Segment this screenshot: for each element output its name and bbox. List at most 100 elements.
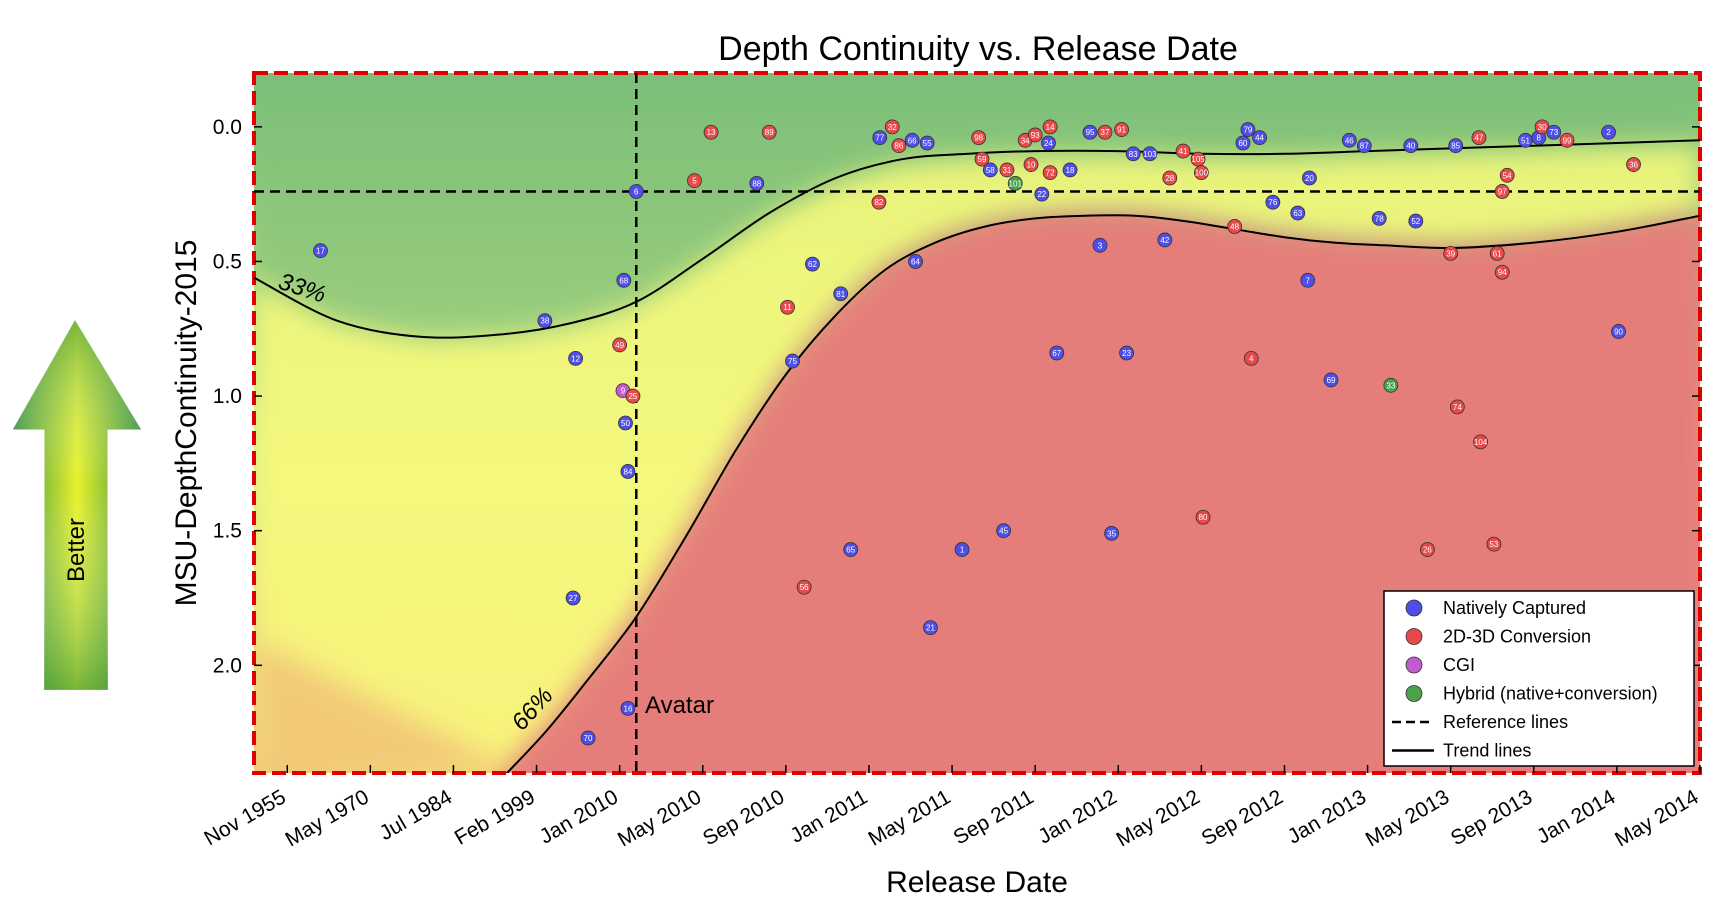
data-point-69: 69	[1323, 372, 1339, 388]
point-label: 42	[1160, 236, 1169, 245]
point-label: 91	[1117, 126, 1126, 135]
point-marker	[996, 523, 1011, 539]
point-marker	[871, 194, 887, 210]
point-marker	[785, 353, 800, 369]
point-marker	[1162, 170, 1178, 186]
data-point-38: 38	[537, 313, 553, 329]
data-point-27: 27	[565, 590, 581, 606]
point-marker	[1062, 162, 1078, 178]
data-point-74: 74	[1449, 399, 1465, 415]
point-marker	[1383, 377, 1399, 393]
data-point-64: 64	[908, 254, 923, 269]
point-label: 32	[888, 123, 897, 132]
point-label: 25	[628, 392, 637, 401]
point-marker	[1494, 184, 1510, 199]
point-label: 101	[1009, 179, 1023, 188]
point-marker	[1243, 350, 1259, 366]
annotation-avatar: Avatar	[645, 692, 714, 719]
point-marker	[568, 350, 584, 366]
point-marker	[1082, 124, 1098, 140]
point-marker	[982, 162, 998, 178]
point-label: 76	[1268, 198, 1277, 207]
legend-marker	[1405, 656, 1423, 674]
point-marker	[999, 162, 1015, 178]
point-label: 78	[1375, 214, 1384, 223]
legend-label: Trend lines	[1443, 741, 1531, 761]
plot-frame	[252, 71, 1702, 775]
point-label: 79	[1243, 126, 1252, 135]
point-marker	[1486, 536, 1502, 552]
point-label: 52	[1411, 217, 1420, 226]
point-marker	[1265, 194, 1281, 210]
x-tick-label: May 2010	[614, 785, 705, 851]
point-label: 27	[569, 594, 578, 603]
point-marker	[796, 579, 812, 595]
point-marker	[1023, 157, 1039, 172]
legend-marker	[1405, 628, 1423, 645]
point-marker	[919, 135, 935, 151]
point-marker	[1300, 272, 1316, 288]
data-point-53: 53	[1486, 536, 1502, 552]
data-point-82: 82	[871, 194, 887, 210]
data-point-54: 54	[1499, 167, 1515, 183]
data-point-94: 94	[1494, 264, 1510, 280]
data-point-42: 42	[1157, 232, 1173, 248]
data-point-101: 101	[1007, 175, 1023, 191]
point-marker	[1494, 264, 1510, 280]
point-marker	[1443, 245, 1459, 261]
data-point-46: 46	[1341, 132, 1357, 148]
data-point-59: 59	[974, 151, 990, 167]
point-label: 9	[621, 387, 626, 396]
x-tick-label: Feb 1999	[451, 785, 539, 849]
point-marker	[1227, 219, 1243, 234]
point-marker	[612, 337, 628, 353]
data-point-105: 105	[1190, 151, 1206, 167]
y-tick-label: 0.5	[213, 250, 242, 273]
x-tick-label: Nov 1955	[200, 785, 289, 850]
point-label: 1	[960, 546, 965, 555]
point-marker	[1290, 205, 1306, 221]
point-label: 60	[1238, 139, 1247, 148]
point-marker	[620, 700, 636, 716]
point-label: 104	[1474, 438, 1488, 447]
point-marker	[1611, 324, 1626, 339]
data-point-2: 2	[1601, 124, 1616, 140]
data-point-44: 44	[1252, 130, 1267, 146]
legend-entry: Natively Captured	[1405, 598, 1586, 618]
point-label: 47	[1474, 134, 1483, 143]
point-marker	[565, 590, 581, 606]
data-point-63: 63	[1290, 205, 1306, 221]
data-point-12: 12	[568, 350, 584, 366]
data-point-83: 83	[1125, 146, 1141, 162]
point-label: 5	[692, 177, 697, 186]
point-label: 10	[1027, 161, 1036, 170]
legend-label: Hybrid (native+conversion)	[1443, 684, 1658, 704]
point-marker	[687, 173, 702, 189]
point-label: 64	[911, 257, 920, 266]
point-marker	[1626, 157, 1641, 172]
point-label: 14	[1046, 123, 1055, 132]
point-label: 58	[986, 166, 995, 175]
point-label: 11	[783, 303, 792, 312]
point-label: 81	[836, 290, 845, 299]
point-label: 20	[1305, 174, 1314, 183]
point-label: 70	[584, 734, 593, 743]
point-label: 88	[752, 179, 761, 188]
point-marker	[1195, 509, 1211, 525]
data-point-103: 103	[1142, 146, 1158, 162]
point-label: 100	[1195, 169, 1209, 178]
x-tick-label: May 1970	[281, 785, 372, 851]
data-point-48: 48	[1227, 219, 1243, 234]
data-point-4: 4	[1243, 350, 1259, 366]
legend: Natively Captured 2D-3D Conversion CGI Hybr…	[1383, 590, 1695, 767]
data-point-16: 16	[620, 700, 636, 716]
point-label: 89	[765, 128, 774, 137]
point-marker	[1042, 119, 1058, 135]
point-label: 53	[1489, 540, 1498, 549]
legend-entry: CGI	[1405, 655, 1475, 675]
data-point-77: 77	[872, 130, 888, 146]
point-label: 93	[1031, 131, 1040, 140]
better-label: Better	[63, 518, 90, 582]
point-label: 72	[1046, 169, 1055, 178]
data-point-79: 79	[1240, 122, 1256, 137]
